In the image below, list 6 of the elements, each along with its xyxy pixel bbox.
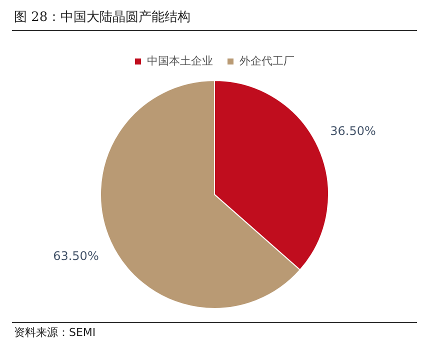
legend-label: 外企代工厂 bbox=[240, 54, 294, 68]
chart-title: 图 28：中国大陆晶圆产能结构 bbox=[14, 9, 191, 26]
text: 资料来源：SEMI bbox=[14, 325, 96, 340]
data-label: 63.50% bbox=[53, 249, 99, 264]
legend-label: 中国本土企业 bbox=[147, 54, 213, 68]
data-label: 36.50% bbox=[330, 124, 376, 138]
